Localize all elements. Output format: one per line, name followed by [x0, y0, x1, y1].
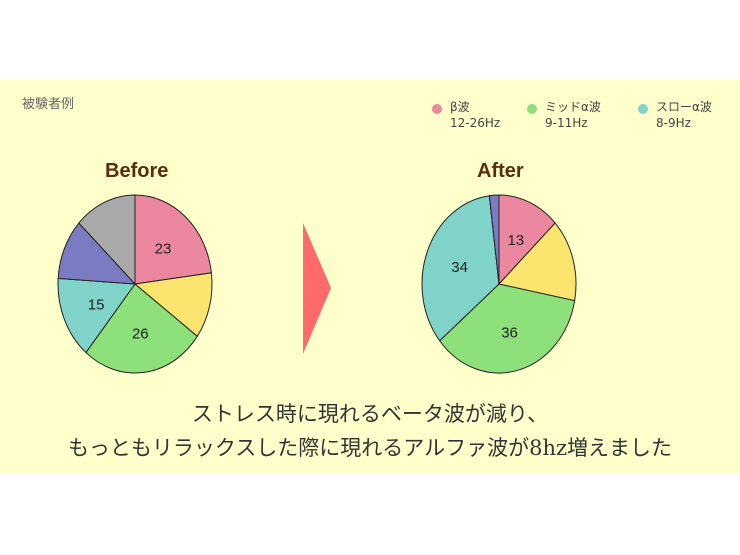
pie-1-label-2: 36 — [501, 324, 518, 341]
legend-dot-icon — [527, 104, 537, 114]
pie-0-slice-5 — [78, 194, 136, 286]
pie-1-slice-0 — [498, 194, 556, 286]
pie-1-slice-1 — [498, 222, 577, 302]
legend-name: ミッドα波 — [545, 100, 601, 114]
legend-freq: 12-26Hz — [450, 116, 501, 130]
pie-1-label-3: 34 — [451, 259, 468, 276]
legend-freq: 9-11Hz — [545, 116, 588, 130]
pie-1-slice-2 — [439, 283, 576, 374]
pie-0-slice-3 — [57, 277, 136, 354]
caption-line-2: もっともリラックスした際に現れるアルファ波が8hz増えました — [67, 436, 673, 460]
pie-0-label-3: 15 — [88, 296, 105, 313]
legend-name: β波 — [450, 100, 470, 114]
pie-1-label-0: 13 — [507, 232, 524, 249]
pie-0-label-0: 23 — [155, 240, 172, 257]
caption-line-1: ストレス時に現れるベータ波が減り、 — [191, 402, 549, 426]
pie-1-slice-3 — [421, 195, 500, 342]
legend-dot-icon — [432, 104, 442, 114]
legend-name: スローα波 — [656, 100, 712, 114]
after-title: After — [477, 160, 524, 182]
arrow-right-icon — [303, 223, 331, 354]
before-title: Before — [105, 160, 169, 182]
pie-0-slice-1 — [133, 272, 213, 338]
pie-1-slice-4 — [488, 194, 500, 285]
legend-dot-icon — [638, 104, 648, 114]
pie-0-slice-2 — [85, 283, 198, 374]
legend-freq: 8-9Hz — [656, 116, 691, 130]
pie-0-label-2: 26 — [132, 326, 149, 343]
pie-0-slice-0 — [134, 194, 212, 285]
subject-label: 被験者例 — [22, 97, 75, 112]
